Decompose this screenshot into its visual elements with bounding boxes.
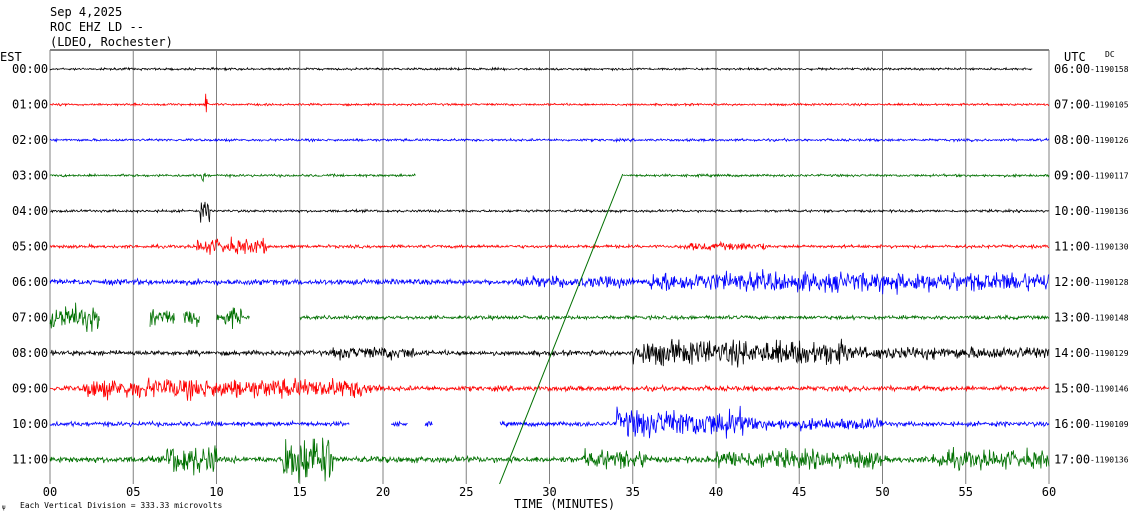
est-hour-label: 10:00 [12, 417, 48, 431]
x-tick-label: 45 [792, 485, 806, 499]
est-hour-label: 03:00 [12, 169, 48, 183]
trace-line-0700 [49, 302, 1050, 333]
network-label: (LDEO, Rochester) [50, 35, 173, 49]
est-hour-label: 08:00 [12, 346, 48, 360]
est-hour-label: 11:00 [12, 453, 48, 467]
est-hour-label: 01:00 [12, 98, 48, 112]
utc-hour-label: 07:00 [1054, 98, 1090, 112]
utc-hour-label: 09:00 [1054, 169, 1090, 183]
trace-line-0900 [49, 377, 1050, 401]
utc-hour-label: 11:00 [1054, 240, 1090, 254]
est-hour-label: 07:00 [12, 311, 48, 325]
est-hour-label: 06:00 [12, 275, 48, 289]
dc-offset-value: -1190128 [1090, 278, 1129, 287]
gap-connector-line [499, 173, 624, 485]
trace-line-1100 [49, 437, 1050, 483]
est-hour-label: 05:00 [12, 240, 48, 254]
dc-offset-value: -1190146 [1090, 385, 1129, 394]
dc-offset-value: -1190148 [1090, 314, 1129, 323]
dc-offset-value: -1190136 [1090, 456, 1129, 465]
x-tick-label: 40 [709, 485, 723, 499]
x-tick-label: 20 [376, 485, 390, 499]
scale-icon: ψ [2, 504, 6, 511]
utc-hour-label: 13:00 [1054, 311, 1090, 325]
est-hour-label: 00:00 [12, 62, 48, 76]
trace-line-0800 [49, 338, 1050, 368]
x-tick-label: 10 [209, 485, 223, 499]
x-tick-label: 00 [43, 485, 57, 499]
utc-hour-label: 15:00 [1054, 382, 1090, 396]
dc-offset-value: -1190126 [1090, 136, 1129, 145]
dc-offset-value: -1190136 [1090, 207, 1129, 216]
dc-offset-value: -1190109 [1090, 420, 1129, 429]
est-hour-label: 02:00 [12, 133, 48, 147]
x-tick-label: 15 [293, 485, 307, 499]
trace-line-0000 [49, 66, 1033, 72]
trace-line-0100 [49, 93, 1050, 113]
trace-line-0400 [50, 201, 1050, 223]
trace-line-0600 [49, 269, 1050, 295]
x-tick-label: 55 [959, 485, 973, 499]
utc-hour-label: 12:00 [1054, 275, 1090, 289]
trace-line-0300 [49, 172, 1050, 183]
x-axis-label: TIME (MINUTES) [514, 497, 615, 511]
dc-label: DC [1105, 50, 1115, 59]
dc-offset-value: -1190129 [1090, 349, 1129, 358]
utc-hour-label: 08:00 [1054, 133, 1090, 147]
x-tick-label: 60 [1042, 485, 1056, 499]
utc-hour-label: 06:00 [1054, 62, 1090, 76]
dc-offset-value: -1190130 [1090, 243, 1129, 252]
x-tick-label: 05 [126, 485, 140, 499]
x-tick-label: 30 [542, 485, 556, 499]
minute-gridlines [49, 49, 1050, 484]
est-hour-labels: 00:00 01:00 02:00 03:00 04:00 05:00 06:00 07:00… [12, 62, 48, 467]
utc-hour-labels: 06:00 -1190158 07:00 -1190105 08:00 -1190126 0… [1054, 62, 1129, 467]
utc-hour-label: 14:00 [1054, 346, 1090, 360]
est-hour-label: 09:00 [12, 382, 48, 396]
dc-offset-value: -1190158 [1090, 65, 1129, 74]
x-tick-label: 25 [459, 485, 473, 499]
x-tick-label: 50 [875, 485, 889, 499]
x-tick-labels: 00 05 10 15 20 25 30 35 40 45 50 55 60 [43, 485, 1056, 499]
utc-hour-label: 16:00 [1054, 417, 1090, 431]
trace-line-0200 [49, 137, 1050, 144]
trace-line-0500 [49, 236, 1050, 255]
station-label: ROC EHZ LD -- [50, 20, 144, 34]
seismic-traces [49, 66, 1050, 485]
est-hour-label: 04:00 [12, 204, 48, 218]
date-label: Sep 4,2025 [50, 5, 122, 19]
dc-offset-value: -1190105 [1090, 101, 1129, 110]
est-axis-title: EST [0, 50, 22, 64]
trace-line-1000 [49, 405, 1050, 439]
dc-offset-value: -1190117 [1090, 172, 1129, 181]
utc-hour-label: 17:00 [1054, 453, 1090, 467]
x-tick-label: 35 [626, 485, 640, 499]
utc-axis-title: UTC [1064, 50, 1086, 64]
utc-hour-label: 10:00 [1054, 204, 1090, 218]
vertical-division-note: Each Vertical Division = 333.33 microvol… [20, 501, 222, 510]
